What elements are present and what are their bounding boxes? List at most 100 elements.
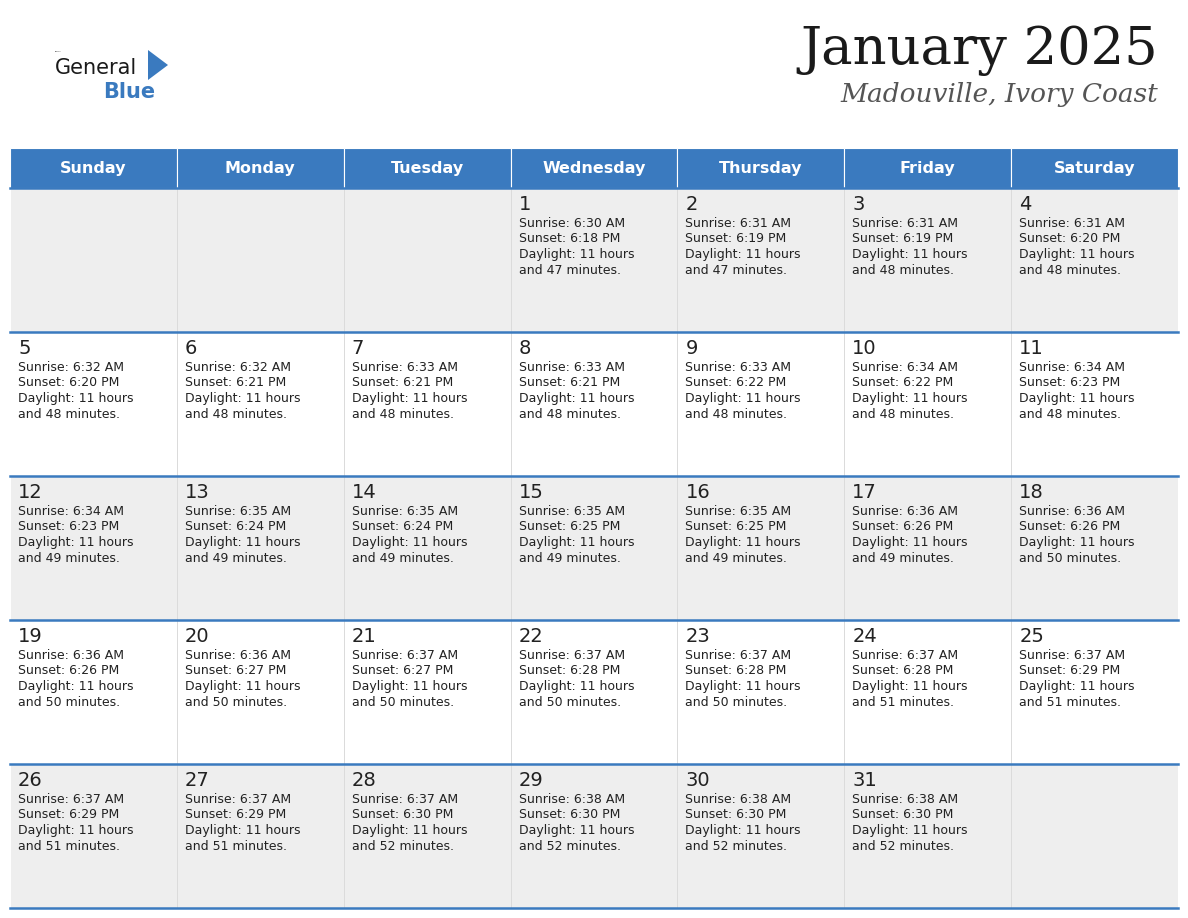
Text: Sunrise: 6:36 AM: Sunrise: 6:36 AM [852, 505, 959, 518]
Text: Daylight: 11 hours: Daylight: 11 hours [519, 392, 634, 405]
Text: Daylight: 11 hours: Daylight: 11 hours [1019, 536, 1135, 549]
Bar [1011, 764, 1178, 908]
Bar [511, 148, 677, 188]
Text: Sunrise: 6:35 AM: Sunrise: 6:35 AM [519, 505, 625, 518]
Bar [511, 764, 677, 908]
Bar [10, 476, 177, 620]
Text: 12: 12 [18, 483, 43, 502]
Bar [343, 764, 511, 908]
Bar [1011, 332, 1178, 476]
Text: Daylight: 11 hours: Daylight: 11 hours [519, 536, 634, 549]
Bar [677, 332, 845, 476]
Text: Daylight: 11 hours: Daylight: 11 hours [185, 680, 301, 693]
Text: 11: 11 [1019, 339, 1044, 358]
Text: and 48 minutes.: and 48 minutes. [852, 263, 954, 276]
Text: and 49 minutes.: and 49 minutes. [185, 552, 286, 565]
Text: and 50 minutes.: and 50 minutes. [685, 696, 788, 709]
Text: Madouville, Ivory Coast: Madouville, Ivory Coast [840, 82, 1158, 107]
Text: Sunrise: 6:36 AM: Sunrise: 6:36 AM [18, 649, 124, 662]
Text: and 48 minutes.: and 48 minutes. [685, 408, 788, 420]
Text: Sunrise: 6:34 AM: Sunrise: 6:34 AM [18, 505, 124, 518]
Text: and 49 minutes.: and 49 minutes. [352, 552, 454, 565]
Text: and 49 minutes.: and 49 minutes. [852, 552, 954, 565]
Text: Sunset: 6:26 PM: Sunset: 6:26 PM [1019, 521, 1120, 533]
Text: Daylight: 11 hours: Daylight: 11 hours [852, 392, 968, 405]
Text: Sunrise: 6:38 AM: Sunrise: 6:38 AM [852, 793, 959, 806]
Text: General: General [55, 58, 138, 78]
Text: Sunset: 6:28 PM: Sunset: 6:28 PM [519, 665, 620, 677]
Text: and 48 minutes.: and 48 minutes. [1019, 263, 1121, 276]
Text: and 48 minutes.: and 48 minutes. [352, 408, 454, 420]
Text: Sunset: 6:30 PM: Sunset: 6:30 PM [352, 809, 453, 822]
Bar [343, 188, 511, 332]
Text: Sunset: 6:20 PM: Sunset: 6:20 PM [1019, 232, 1120, 245]
Text: Sunset: 6:26 PM: Sunset: 6:26 PM [852, 521, 954, 533]
Text: Sunset: 6:21 PM: Sunset: 6:21 PM [519, 376, 620, 389]
Text: and 51 minutes.: and 51 minutes. [852, 696, 954, 709]
Bar [511, 188, 677, 332]
Text: Sunset: 6:29 PM: Sunset: 6:29 PM [18, 809, 119, 822]
Text: 21: 21 [352, 627, 377, 646]
Text: and 51 minutes.: and 51 minutes. [18, 839, 120, 853]
Text: and 52 minutes.: and 52 minutes. [852, 839, 954, 853]
Bar [511, 476, 677, 620]
Text: 26: 26 [18, 771, 43, 790]
Text: Saturday: Saturday [1054, 161, 1136, 175]
Text: Sunrise: 6:34 AM: Sunrise: 6:34 AM [1019, 361, 1125, 374]
Text: Sunrise: 6:33 AM: Sunrise: 6:33 AM [352, 361, 457, 374]
Text: 14: 14 [352, 483, 377, 502]
Bar [511, 620, 677, 764]
Text: Sunrise: 6:35 AM: Sunrise: 6:35 AM [685, 505, 791, 518]
Text: Sunset: 6:19 PM: Sunset: 6:19 PM [685, 232, 786, 245]
Text: 9: 9 [685, 339, 697, 358]
Text: 31: 31 [852, 771, 877, 790]
Text: Sunset: 6:27 PM: Sunset: 6:27 PM [352, 665, 453, 677]
Text: and 48 minutes.: and 48 minutes. [519, 408, 620, 420]
Text: Daylight: 11 hours: Daylight: 11 hours [352, 824, 467, 837]
Text: Sunrise: 6:33 AM: Sunrise: 6:33 AM [519, 361, 625, 374]
Bar [677, 764, 845, 908]
Text: Sunset: 6:23 PM: Sunset: 6:23 PM [18, 521, 119, 533]
Text: and 48 minutes.: and 48 minutes. [1019, 408, 1121, 420]
Text: Daylight: 11 hours: Daylight: 11 hours [1019, 680, 1135, 693]
Bar [845, 332, 1011, 476]
Bar [177, 188, 343, 332]
Text: Daylight: 11 hours: Daylight: 11 hours [519, 248, 634, 261]
Text: Sunset: 6:20 PM: Sunset: 6:20 PM [18, 376, 119, 389]
Bar [10, 764, 177, 908]
Bar [1011, 188, 1178, 332]
Text: Daylight: 11 hours: Daylight: 11 hours [685, 536, 801, 549]
Text: Friday: Friday [899, 161, 955, 175]
Text: Sunrise: 6:38 AM: Sunrise: 6:38 AM [519, 793, 625, 806]
Text: Sunset: 6:21 PM: Sunset: 6:21 PM [352, 376, 453, 389]
Text: and 49 minutes.: and 49 minutes. [519, 552, 620, 565]
Bar [10, 188, 177, 332]
Text: 29: 29 [519, 771, 543, 790]
Text: Daylight: 11 hours: Daylight: 11 hours [352, 392, 467, 405]
Text: Sunrise: 6:31 AM: Sunrise: 6:31 AM [852, 217, 959, 230]
Text: and 48 minutes.: and 48 minutes. [852, 408, 954, 420]
Text: Sunrise: 6:37 AM: Sunrise: 6:37 AM [519, 649, 625, 662]
Bar [845, 476, 1011, 620]
Text: Daylight: 11 hours: Daylight: 11 hours [18, 680, 133, 693]
Text: Sunrise: 6:36 AM: Sunrise: 6:36 AM [1019, 505, 1125, 518]
Bar [177, 148, 343, 188]
Text: 4: 4 [1019, 195, 1031, 214]
Text: 28: 28 [352, 771, 377, 790]
Text: Daylight: 11 hours: Daylight: 11 hours [685, 248, 801, 261]
Text: and 52 minutes.: and 52 minutes. [519, 839, 620, 853]
Text: 17: 17 [852, 483, 877, 502]
Text: Sunset: 6:25 PM: Sunset: 6:25 PM [685, 521, 786, 533]
Text: 15: 15 [519, 483, 543, 502]
Text: Sunrise: 6:37 AM: Sunrise: 6:37 AM [685, 649, 791, 662]
Text: 8: 8 [519, 339, 531, 358]
Text: #1a1a1a: #1a1a1a [55, 51, 62, 52]
Text: Sunrise: 6:32 AM: Sunrise: 6:32 AM [185, 361, 291, 374]
Bar [845, 188, 1011, 332]
Text: Sunset: 6:26 PM: Sunset: 6:26 PM [18, 665, 119, 677]
Text: Tuesday: Tuesday [391, 161, 463, 175]
Text: Daylight: 11 hours: Daylight: 11 hours [18, 392, 133, 405]
Text: Sunrise: 6:37 AM: Sunrise: 6:37 AM [352, 649, 457, 662]
Bar [845, 148, 1011, 188]
Text: Sunrise: 6:37 AM: Sunrise: 6:37 AM [352, 793, 457, 806]
